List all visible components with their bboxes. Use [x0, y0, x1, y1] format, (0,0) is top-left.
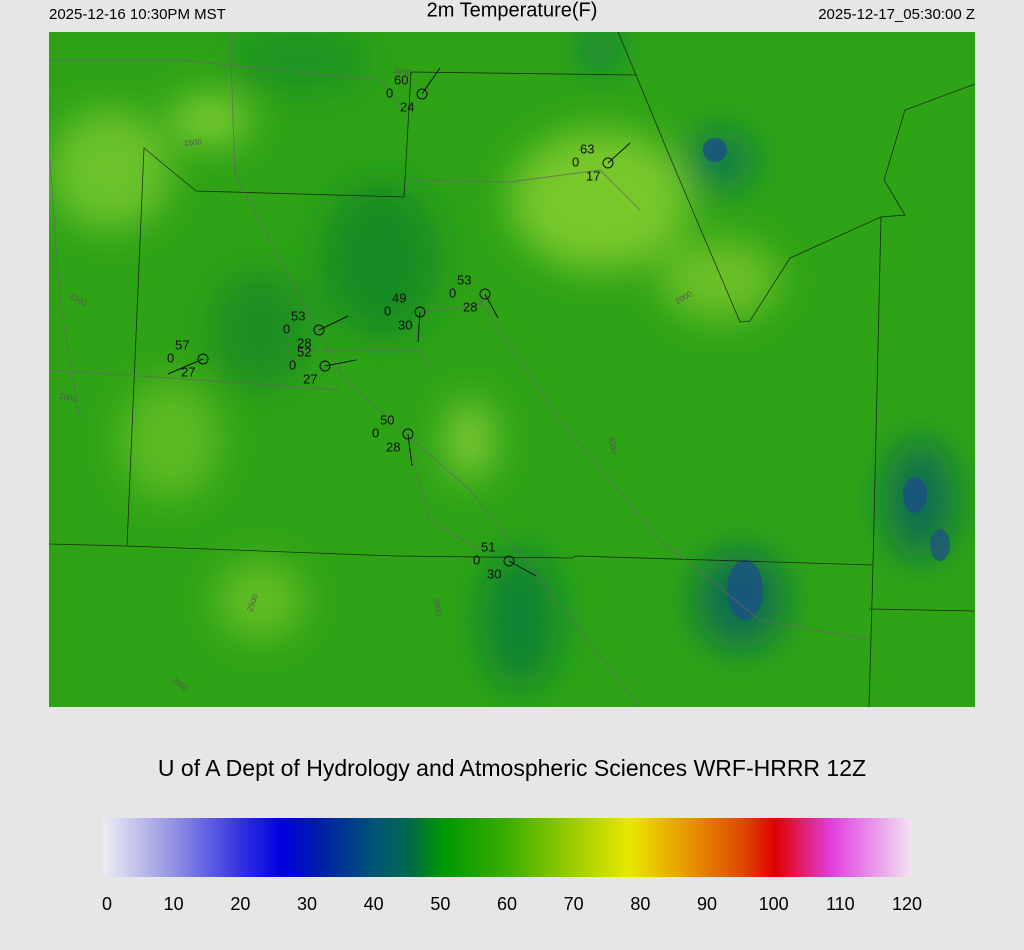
footer-credit: U of A Dept of Hydrology and Atmospheric…	[158, 755, 866, 781]
colorbar-tick-label: 110	[826, 894, 855, 914]
colorbar-tick-label: 0	[102, 894, 112, 914]
colorbar-tick-label: 120	[892, 894, 922, 914]
colorbar-tick-label: 10	[164, 894, 184, 914]
station-dew: 24	[400, 99, 414, 114]
colorbar	[103, 818, 913, 877]
header-right: 2025-12-17_05:30:00 Z	[818, 6, 975, 23]
contour-label: 2000	[393, 66, 413, 78]
station-wind: 0	[386, 85, 393, 100]
station-wind: 0	[289, 357, 296, 372]
station-circle	[319, 360, 331, 372]
colorbar-tick-label: 50	[430, 894, 450, 914]
station-wind: 0	[384, 303, 391, 318]
colorbar-tick-label: 100	[759, 894, 789, 914]
station-temp: 49	[392, 290, 406, 305]
station-temp: 53	[291, 308, 305, 323]
colorbar-tick-label: 40	[364, 894, 384, 914]
station-temp: 51	[481, 539, 495, 554]
contour-label: 1500	[184, 137, 203, 148]
station-circle	[416, 88, 428, 100]
station-temp: 60	[394, 72, 408, 87]
contour-label: 2500	[431, 597, 443, 617]
station-circle	[503, 555, 515, 567]
colorbar-tick-label: 20	[230, 894, 250, 914]
station-circle	[402, 428, 414, 440]
station-temp: 63	[580, 141, 594, 156]
colorbar-tick-label: 80	[630, 894, 650, 914]
station-wind: 0	[449, 285, 456, 300]
colorbar-ticks: 0 10 20 30 40 50 60 70 80 90 100 110 120	[102, 894, 922, 914]
station-dew: 28	[463, 299, 477, 314]
contour-label: 2000	[59, 392, 79, 404]
map-title: 2m Temperature(F)	[427, 0, 598, 21]
colorbar-tick-label: 60	[497, 894, 517, 914]
contour-label: 3000	[606, 435, 618, 455]
station-temp: 52	[297, 344, 311, 359]
station-circle	[197, 353, 209, 365]
wind-barb	[167, 358, 204, 375]
station-temp: 57	[175, 337, 189, 352]
station-circle	[313, 324, 325, 336]
station-circle	[479, 288, 491, 300]
colorbar-tick-label: 70	[564, 894, 584, 914]
station-dew: 17	[586, 168, 600, 183]
station-circle	[414, 306, 426, 318]
station-circle	[602, 157, 614, 169]
station-wind: 0	[372, 425, 379, 440]
header-left: 2025-12-16 10:30PM MST	[49, 6, 226, 23]
station-wind: 0	[283, 321, 290, 336]
station-wind: 0	[572, 154, 579, 169]
station-dew: 27	[181, 364, 195, 379]
station-plots: 6002463017530284903053028570275202750028…	[167, 67, 631, 581]
station-dew: 27	[303, 371, 317, 386]
station-temp: 53	[457, 272, 471, 287]
station-wind: 0	[167, 350, 174, 365]
station-dew: 28	[297, 335, 311, 350]
station-dew: 30	[487, 566, 501, 581]
colorbar-tick-label: 30	[297, 894, 317, 914]
station-dew: 28	[386, 439, 400, 454]
station-dew: 30	[398, 317, 412, 332]
colorbar-tick-label: 90	[697, 894, 717, 914]
station-temp: 50	[380, 412, 394, 427]
station-wind: 0	[473, 552, 480, 567]
